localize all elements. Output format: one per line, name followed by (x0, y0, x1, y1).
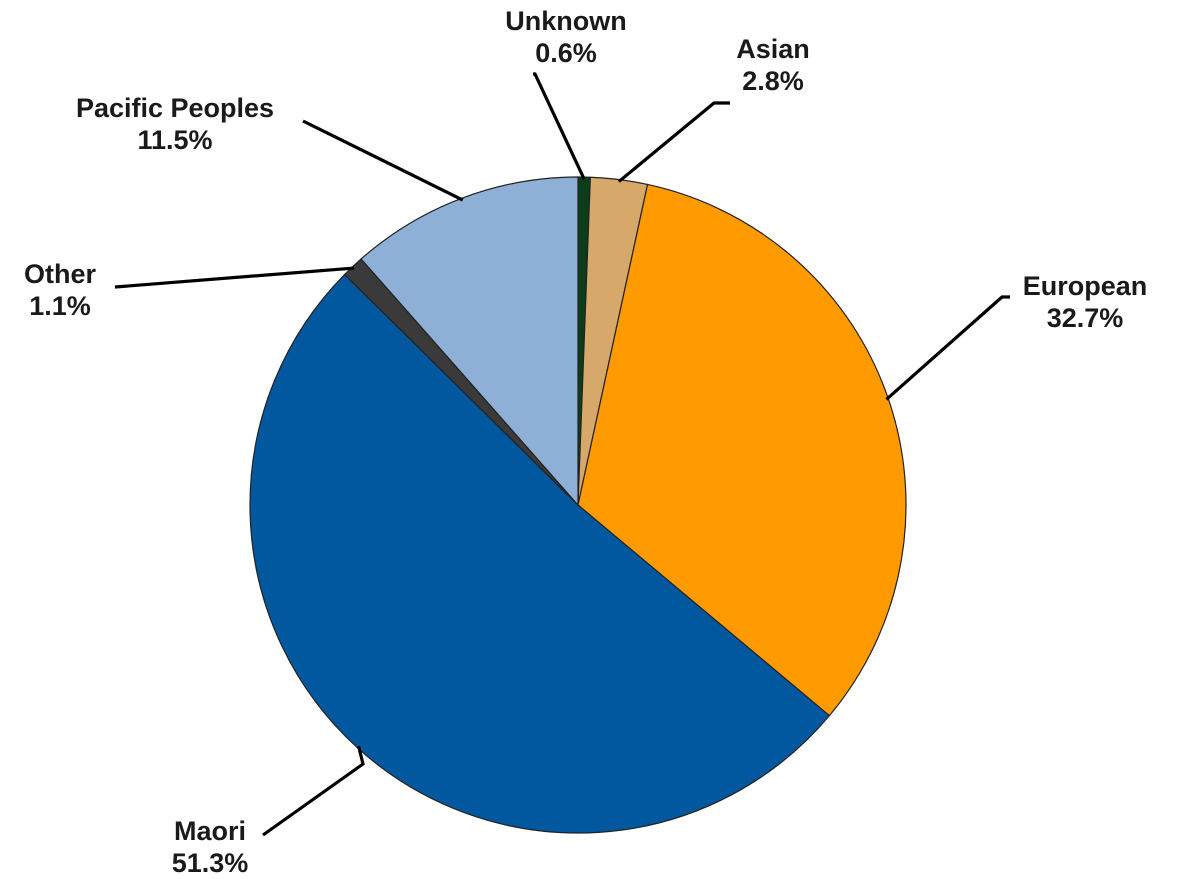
leader-line-other (114, 266, 355, 289)
data-label-name: Other (24, 259, 97, 289)
data-label-european: European 32.7% (1023, 271, 1148, 333)
data-label-value: 51.3% (172, 848, 249, 878)
data-label-name: Unknown (505, 6, 627, 36)
data-label-value: 2.8% (742, 66, 804, 96)
data-label-value: 32.7% (1047, 303, 1124, 333)
data-label-value: 1.1% (29, 291, 91, 321)
pie-slices (249, 176, 907, 834)
data-label-name: Asian (736, 34, 810, 64)
leader-lines (114, 72, 1010, 837)
data-label-name: European (1023, 271, 1148, 301)
data-label-other: Other 1.1% (24, 259, 97, 321)
data-labels: Unknown 0.6% Asian 2.8% European 32.7% Maori 51… (24, 6, 1147, 878)
leader-line-unknown (533, 72, 586, 180)
data-label-pacific-peoples: Pacific Peoples 11.5% (76, 93, 274, 155)
data-label-name: Maori (174, 816, 246, 846)
leader-line-pacific-peoples (302, 119, 464, 202)
data-label-maori: Maori 51.3% (172, 816, 249, 878)
data-label-value: 0.6% (535, 38, 597, 68)
leader-line-asian (617, 101, 730, 183)
data-label-unknown: Unknown 0.6% (505, 6, 627, 68)
leader-line-european (885, 295, 1010, 401)
data-label-asian: Asian 2.8% (736, 34, 810, 96)
data-label-value: 11.5% (137, 125, 212, 155)
data-label-name: Pacific Peoples (76, 93, 274, 123)
leader-line-maori (262, 745, 365, 837)
